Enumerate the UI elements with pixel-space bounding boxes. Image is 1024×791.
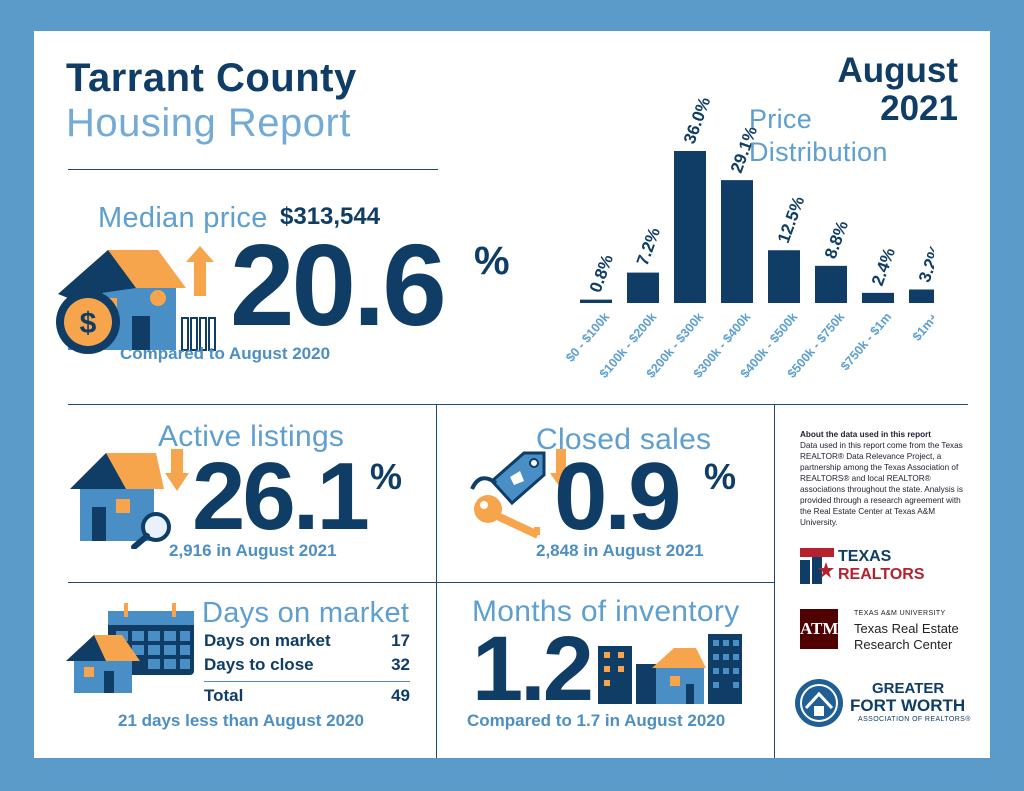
tamu-logo: ATM TEXAS A&M UNIVERSITY Texas Real Esta… xyxy=(800,607,970,653)
dom-total-divider xyxy=(204,681,410,682)
bar-7 xyxy=(909,289,934,303)
bar-value-label-5: 8.8% xyxy=(821,218,852,261)
median-price-label: Median price xyxy=(98,202,268,234)
median-price-value: $313,544 xyxy=(280,203,381,230)
median-price-change: 20.6 xyxy=(230,220,447,350)
bar-2 xyxy=(674,151,706,303)
days-on-market-label: Days on market xyxy=(202,597,410,629)
months-inventory-comparison: Compared to 1.7 in August 2020 xyxy=(467,711,726,730)
gfw-logo: GREATER FORT WORTH ASSOCIATION OF REALTO… xyxy=(794,676,990,732)
column-divider-left xyxy=(436,404,437,758)
closed-sales-detail: 2,848 in August 2021 xyxy=(536,541,704,560)
report-card: Tarrant County Housing Report August 202… xyxy=(34,31,990,758)
house-money-illustration: $ xyxy=(56,246,216,354)
texas-realtors-mark xyxy=(800,548,834,584)
active-listings-percent-sign: % xyxy=(370,456,403,497)
tamu-line1: TEXAS A&M UNIVERSITY xyxy=(854,610,946,617)
bar-value-label-1: 7.2% xyxy=(633,225,664,268)
gfw-emblem xyxy=(795,679,843,727)
gfw-line2: FORT WORTH xyxy=(850,696,966,715)
bar-value-label-6: 2.4% xyxy=(868,245,899,288)
house-search-illustration xyxy=(70,449,189,549)
bar-value-label-4: 12.5% xyxy=(774,194,808,246)
dom-row-1-value: 17 xyxy=(391,631,410,650)
bar-6 xyxy=(862,292,894,303)
column-divider-right xyxy=(774,404,775,758)
dom-total-label: Total xyxy=(204,686,244,705)
bar-0 xyxy=(580,299,612,303)
title-divider xyxy=(68,169,438,170)
period-month: August xyxy=(837,51,958,90)
texas-realtors-line2: REALTORS xyxy=(838,566,925,583)
active-listings-change: 26.1 xyxy=(192,443,370,550)
active-listings-detail: 2,916 in August 2021 xyxy=(169,541,337,560)
months-inventory-label: Months of inventory xyxy=(472,595,740,628)
category-label-7: $1m+ xyxy=(910,310,934,344)
dom-row-2-label: Days to close xyxy=(204,655,314,674)
tamu-line2: Texas Real Estate xyxy=(854,621,959,636)
chart-title-line2: Distribution xyxy=(749,137,888,167)
dom-comparison: 21 days less than August 2020 xyxy=(118,711,364,730)
texas-realtors-line1: TEXAS xyxy=(838,548,892,565)
about-body: Data used in this report come from the T… xyxy=(800,441,963,527)
dom-row-2-value: 32 xyxy=(391,655,410,674)
bar-value-label-0: 0.8% xyxy=(586,252,617,295)
chart-title-line1: Price xyxy=(749,104,813,134)
period-year: 2021 xyxy=(880,89,958,128)
key-tag-illustration xyxy=(470,449,572,539)
closed-sales-percent-sign: % xyxy=(704,456,737,497)
section-divider-lower xyxy=(68,582,774,583)
tamu-line3: Research Center xyxy=(854,637,953,652)
svg-text:$: $ xyxy=(80,307,97,340)
calendar-house-illustration xyxy=(66,603,194,693)
bar-3 xyxy=(721,180,753,303)
active-listings-label: Active listings xyxy=(158,420,345,453)
section-divider-upper xyxy=(68,404,968,405)
about-heading: About the data used in this report xyxy=(800,430,932,439)
category-label-0: $0 - $100k xyxy=(563,310,612,365)
median-percent-sign: % xyxy=(474,239,510,283)
bar-1 xyxy=(627,272,659,303)
closed-sales-change: 0.9 xyxy=(554,443,681,550)
report-title: Tarrant County xyxy=(66,56,357,100)
atm-emblem: ATM xyxy=(800,609,838,649)
bar-value-label-7: 3.2% xyxy=(915,242,934,285)
bar-4 xyxy=(768,250,800,303)
dom-total-value: 49 xyxy=(391,686,410,705)
report-subtitle: Housing Report xyxy=(66,101,351,145)
months-inventory-value: 1.2 xyxy=(472,618,594,720)
bar-5 xyxy=(815,265,847,303)
texas-realtors-logo: TEXAS REALTORS xyxy=(800,546,925,586)
median-comparison: Compared to August 2020 xyxy=(120,344,331,363)
buildings-illustration xyxy=(598,634,742,704)
dom-row-1-label: Days on market xyxy=(204,631,331,650)
bar-value-label-2: 36.0% xyxy=(680,95,714,147)
gfw-line1: GREATER xyxy=(872,680,945,697)
gfw-line3: ASSOCIATION OF REALTORS® xyxy=(858,716,971,723)
